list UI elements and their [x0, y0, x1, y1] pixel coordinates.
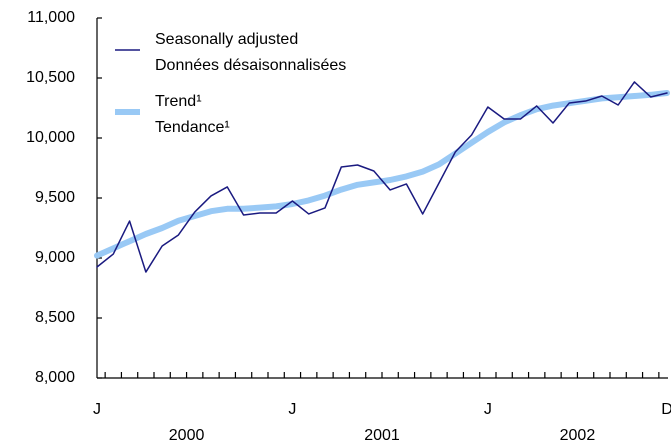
- x-tick-label: J: [93, 401, 101, 418]
- y-tick-label: 9,000: [35, 249, 75, 266]
- x-tick-label: J: [484, 401, 492, 418]
- legend-label: Trend¹: [155, 93, 202, 110]
- year-label: 2000: [169, 427, 205, 444]
- legend-label: Seasonally adjusted: [155, 31, 298, 48]
- legend-label: Tendance¹: [155, 119, 230, 136]
- x-tick-label: D: [661, 401, 671, 418]
- year-label: 2002: [560, 427, 596, 444]
- series-line: [94, 90, 670, 259]
- y-tick-label: 10,000: [26, 129, 75, 146]
- series-line: [96, 81, 668, 273]
- y-tick-label: 8,500: [35, 309, 75, 326]
- legend-label: Données désaisonnalisées: [155, 57, 346, 74]
- x-tick-label: J: [288, 401, 296, 418]
- y-tick-label: 10,500: [26, 69, 75, 86]
- y-tick-label: 9,500: [35, 189, 75, 206]
- y-tick-label: 11,000: [27, 9, 75, 26]
- y-tick-label: 8,000: [35, 369, 75, 386]
- year-label: 2001: [364, 427, 400, 444]
